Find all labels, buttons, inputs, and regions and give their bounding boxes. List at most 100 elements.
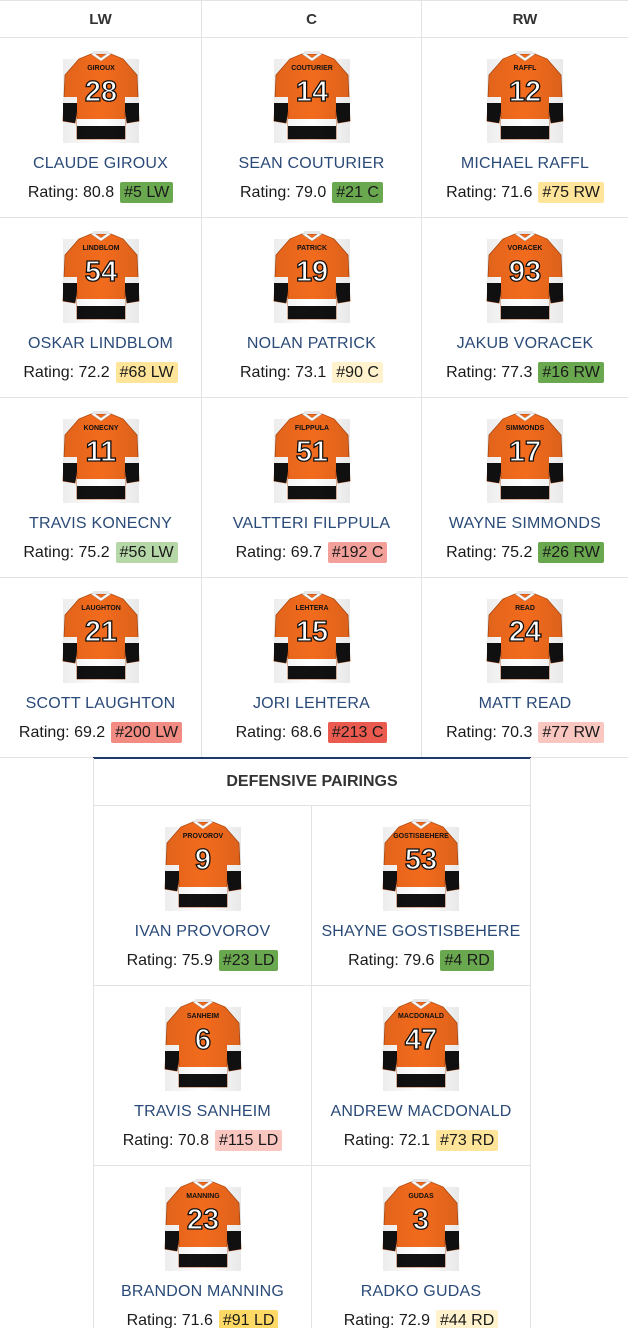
- player-name-link[interactable]: VALTTERI FILPPULA: [232, 515, 391, 532]
- player-name-link[interactable]: MICHAEL RAFFL: [460, 155, 590, 172]
- player-name-link[interactable]: CLAUDE GIROUX: [32, 155, 169, 172]
- jersey-image: READ 24: [485, 591, 565, 683]
- rating-line: Rating: 75.9 #23 LD: [127, 950, 279, 971]
- rank-badge: #68 LW: [115, 362, 178, 383]
- player-rating: Rating: 72.2: [23, 363, 110, 381]
- player-rating: Rating: 80.8: [27, 183, 115, 201]
- player-cell: MACDONALD 47 ANDREW MACDONALD Rating: 72.1 #…: [312, 986, 530, 1165]
- defense-accent-line: [93, 757, 531, 759]
- jersey-number: 24: [509, 616, 541, 648]
- player-cell: GUDAS 3 RADKO GUDAS Rating: 72.9 #44 RD: [312, 1166, 530, 1328]
- player-rating: Rating: 72.9: [343, 1311, 431, 1328]
- jersey-image: PATRICK 19: [272, 231, 352, 323]
- rank-badge: #23 LD: [218, 950, 279, 971]
- jersey-image: LINDBLOM 54: [61, 231, 141, 323]
- rating-line: Rating: 77.3 #16 RW: [446, 362, 604, 383]
- jersey-number: 19: [295, 256, 327, 288]
- player-name-link[interactable]: JORI LEHTERA: [252, 695, 371, 712]
- jersey-icon: LINDBLOM 54: [62, 231, 139, 323]
- player-rating: Rating: 79.6: [348, 951, 435, 969]
- player-name-link[interactable]: TRAVIS SANHEIM: [134, 1103, 271, 1120]
- player-rating: Rating: 75.9: [126, 951, 213, 969]
- player-cell: LINDBLOM 54 OSKAR LINDBLOM Rating: 72.2 #68 …: [0, 218, 202, 397]
- defense-pair-row: MANNING 23 BRANDON MANNING Rating: 71.6 #91 …: [94, 1166, 530, 1328]
- player-name-link[interactable]: SEAN COUTURIER: [238, 155, 385, 172]
- forward-line-row: LINDBLOM 54 OSKAR LINDBLOM Rating: 72.2 #68 …: [0, 218, 628, 398]
- jersey-number: 54: [84, 256, 116, 288]
- jersey-nameplate: VORACEK: [507, 245, 542, 252]
- player-name-link[interactable]: ANDREW MACDONALD: [330, 1103, 512, 1120]
- player-name-link[interactable]: TRAVIS KONECNY: [29, 515, 172, 532]
- rank-badge: #115 LD: [214, 1130, 283, 1151]
- rank-badge: #75 RW: [538, 182, 604, 203]
- jersey-icon: COUTURIER 14: [273, 51, 350, 143]
- rank-badge: #4 RD: [440, 950, 494, 971]
- jersey-number: 9: [194, 844, 210, 876]
- column-header-c: C: [202, 1, 422, 37]
- jersey-nameplate: GIROUX: [87, 65, 115, 72]
- jersey-number: 6: [194, 1024, 210, 1056]
- jersey-nameplate: PROVOROV: [182, 833, 223, 840]
- jersey-icon: VORACEK 93: [486, 231, 564, 323]
- jersey-image: SANHEIM 6: [163, 999, 243, 1091]
- forward-line-row: LAUGHTON 21 SCOTT LAUGHTON Rating: 69.2 #200…: [0, 578, 628, 758]
- player-name-link[interactable]: JAKUB VORACEK: [456, 335, 594, 352]
- player-rating: Rating: 72.1: [343, 1131, 431, 1149]
- rating-line: Rating: 70.3 #77 RW: [446, 722, 604, 743]
- jersey-nameplate: SANHEIM: [186, 1013, 218, 1020]
- jersey-nameplate: GUDAS: [408, 1193, 434, 1200]
- player-cell: LAUGHTON 21 SCOTT LAUGHTON Rating: 69.2 #200…: [0, 578, 202, 757]
- rating-line: Rating: 68.6 #213 C: [236, 722, 388, 743]
- forward-line-row: GIROUX 28 CLAUDE GIROUX Rating: 80.8 #5 LW CO…: [0, 38, 628, 218]
- forward-lines-header: LW C RW: [0, 0, 628, 38]
- jersey-image: GIROUX 28: [61, 51, 141, 143]
- rank-badge: #73 RD: [436, 1130, 499, 1151]
- jersey-nameplate: LEHTERA: [295, 605, 328, 612]
- jersey-icon: KONECNY 11: [62, 411, 139, 503]
- jersey-image: LEHTERA 15: [272, 591, 352, 683]
- jersey-image: VORACEK 93: [485, 231, 565, 323]
- player-name-link[interactable]: BRANDON MANNING: [120, 1283, 284, 1300]
- player-name-link[interactable]: SCOTT LAUGHTON: [25, 695, 176, 712]
- player-rating: Rating: 79.0: [240, 183, 327, 201]
- defensive-pairings-title: DEFENSIVE PAIRINGS: [94, 758, 530, 806]
- jersey-number: 15: [295, 616, 327, 648]
- jersey-nameplate: SIMMONDS: [506, 425, 545, 432]
- jersey-image: RAFFL 12: [485, 51, 565, 143]
- jersey-icon: SANHEIM 6: [164, 999, 241, 1091]
- player-name-link[interactable]: OSKAR LINDBLOM: [27, 335, 174, 352]
- player-cell: SIMMONDS 17 WAYNE SIMMONDS Rating: 75.2 #26 …: [422, 398, 628, 577]
- jersey-image: KONECNY 11: [61, 411, 141, 503]
- jersey-nameplate: RAFFL: [514, 65, 538, 72]
- player-rating: Rating: 69.2: [18, 723, 106, 741]
- rank-badge: #77 RW: [538, 722, 604, 743]
- player-name-link[interactable]: IVAN PROVOROV: [134, 923, 271, 940]
- jersey-image: PROVOROV 9: [163, 819, 243, 911]
- jersey-number: 51: [295, 436, 327, 468]
- defense-pair-row: SANHEIM 6 TRAVIS SANHEIM Rating: 70.8 #115 L…: [94, 986, 530, 1166]
- rank-badge: #56 LW: [115, 542, 178, 563]
- player-cell: PROVOROV 9 IVAN PROVOROV Rating: 75.9 #23 LD: [94, 806, 312, 985]
- jersey-icon: GOSTISBEHERE 53: [382, 819, 460, 911]
- rating-line: Rating: 72.2 #68 LW: [23, 362, 178, 383]
- jersey-image: FILPPULA 51: [272, 411, 352, 503]
- player-name-link[interactable]: RADKO GUDAS: [360, 1283, 482, 1300]
- jersey-number: 47: [405, 1024, 437, 1056]
- jersey-number: 12: [509, 76, 541, 108]
- rank-badge: #26 RW: [538, 542, 604, 563]
- jersey-icon: GUDAS 3: [382, 1179, 460, 1271]
- jersey-image: MACDONALD 47: [381, 999, 461, 1091]
- jersey-icon: RAFFL 12: [486, 51, 564, 143]
- jersey-number: 23: [186, 1204, 218, 1236]
- rank-badge: #90 C: [332, 362, 383, 383]
- jersey-nameplate: PATRICK: [296, 245, 326, 252]
- player-rating: Rating: 75.2: [23, 543, 110, 561]
- player-name-link[interactable]: NOLAN PATRICK: [246, 335, 377, 352]
- jersey-number: 53: [405, 844, 437, 876]
- defense-pair-row: PROVOROV 9 IVAN PROVOROV Rating: 75.9 #23 LD…: [94, 806, 530, 986]
- rank-badge: #213 C: [327, 722, 388, 743]
- jersey-nameplate: MANNING: [186, 1193, 220, 1200]
- player-name-link[interactable]: MATT READ: [478, 695, 572, 712]
- player-name-link[interactable]: SHAYNE GOSTISBEHERE: [321, 923, 521, 940]
- player-name-link[interactable]: WAYNE SIMMONDS: [448, 515, 602, 532]
